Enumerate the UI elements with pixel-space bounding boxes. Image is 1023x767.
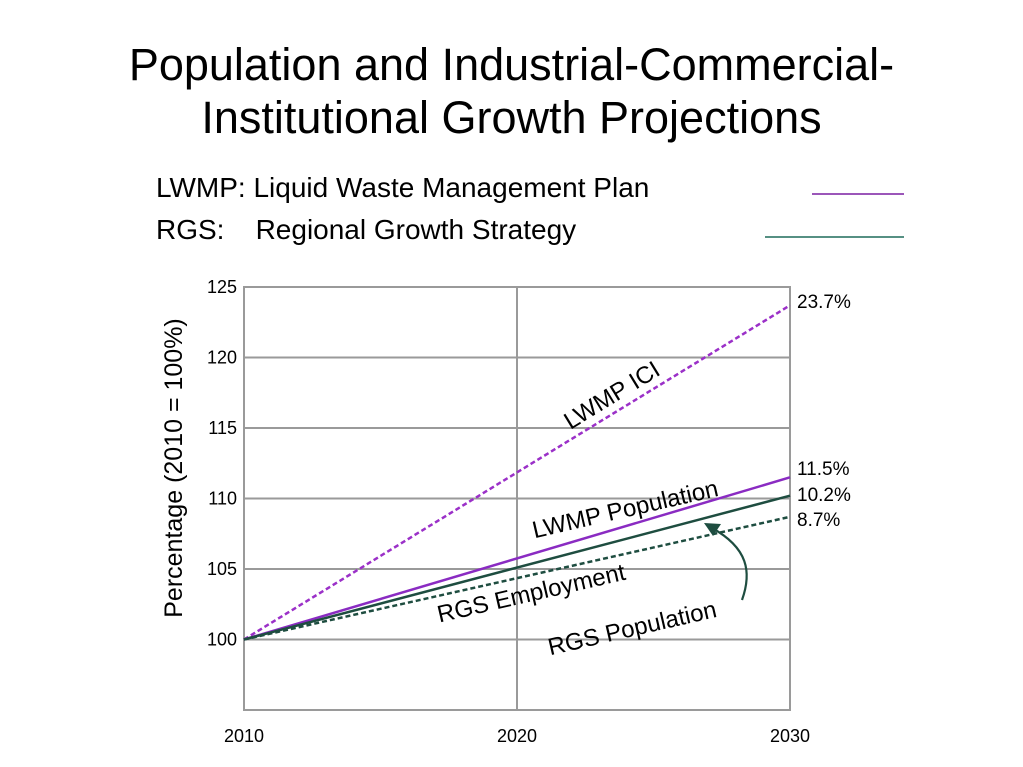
legend-note-lwmp-text: LWMP: Liquid Waste Management Plan <box>156 172 650 203</box>
annotation-arrow <box>711 527 748 601</box>
annotation-arrowhead <box>704 523 721 536</box>
x-tick-label: 2030 <box>770 726 810 746</box>
y-tick-label: 115 <box>208 418 237 438</box>
series-end-label: 11.5% <box>797 459 850 480</box>
legend-note-rgs: RGS: Regional Growth Strategy <box>156 214 576 246</box>
series-line-0 <box>243 304 791 641</box>
series-line-2 <box>243 494 791 641</box>
y-tick-label: 100 <box>207 630 237 650</box>
x-tick-label: 2010 <box>224 726 264 746</box>
series-name-label: RGS Population <box>545 596 719 661</box>
chart-title-line-2: Institutional Growth Projections <box>201 92 822 143</box>
series-line-3 <box>243 515 791 641</box>
y-axis-label: Percentage (2010 = 100%) <box>160 318 188 618</box>
series-name-label: LWMP Population <box>530 475 721 544</box>
legend-note-rgs-text: RGS: Regional Growth Strategy <box>156 214 577 245</box>
x-tick-label: 2020 <box>497 726 537 746</box>
chart-title: Population and Industrial-Commercial- In… <box>0 38 1023 144</box>
series-name-label: LWMP ICI <box>559 356 664 435</box>
y-tick-label: 125 <box>207 277 237 297</box>
legend-note-lwmp: LWMP: Liquid Waste Management Plan <box>156 172 649 204</box>
series-line-1 <box>243 476 791 641</box>
series-end-label: 8.7% <box>797 510 840 531</box>
chart-title-line-1: Population and Industrial-Commercial- <box>128 39 895 90</box>
series-end-label: 23.7% <box>797 292 851 313</box>
y-tick-label: 110 <box>208 489 237 509</box>
y-tick-label: 120 <box>207 348 237 368</box>
series-end-label: 10.2% <box>797 485 851 506</box>
y-tick-label: 105 <box>207 559 237 579</box>
